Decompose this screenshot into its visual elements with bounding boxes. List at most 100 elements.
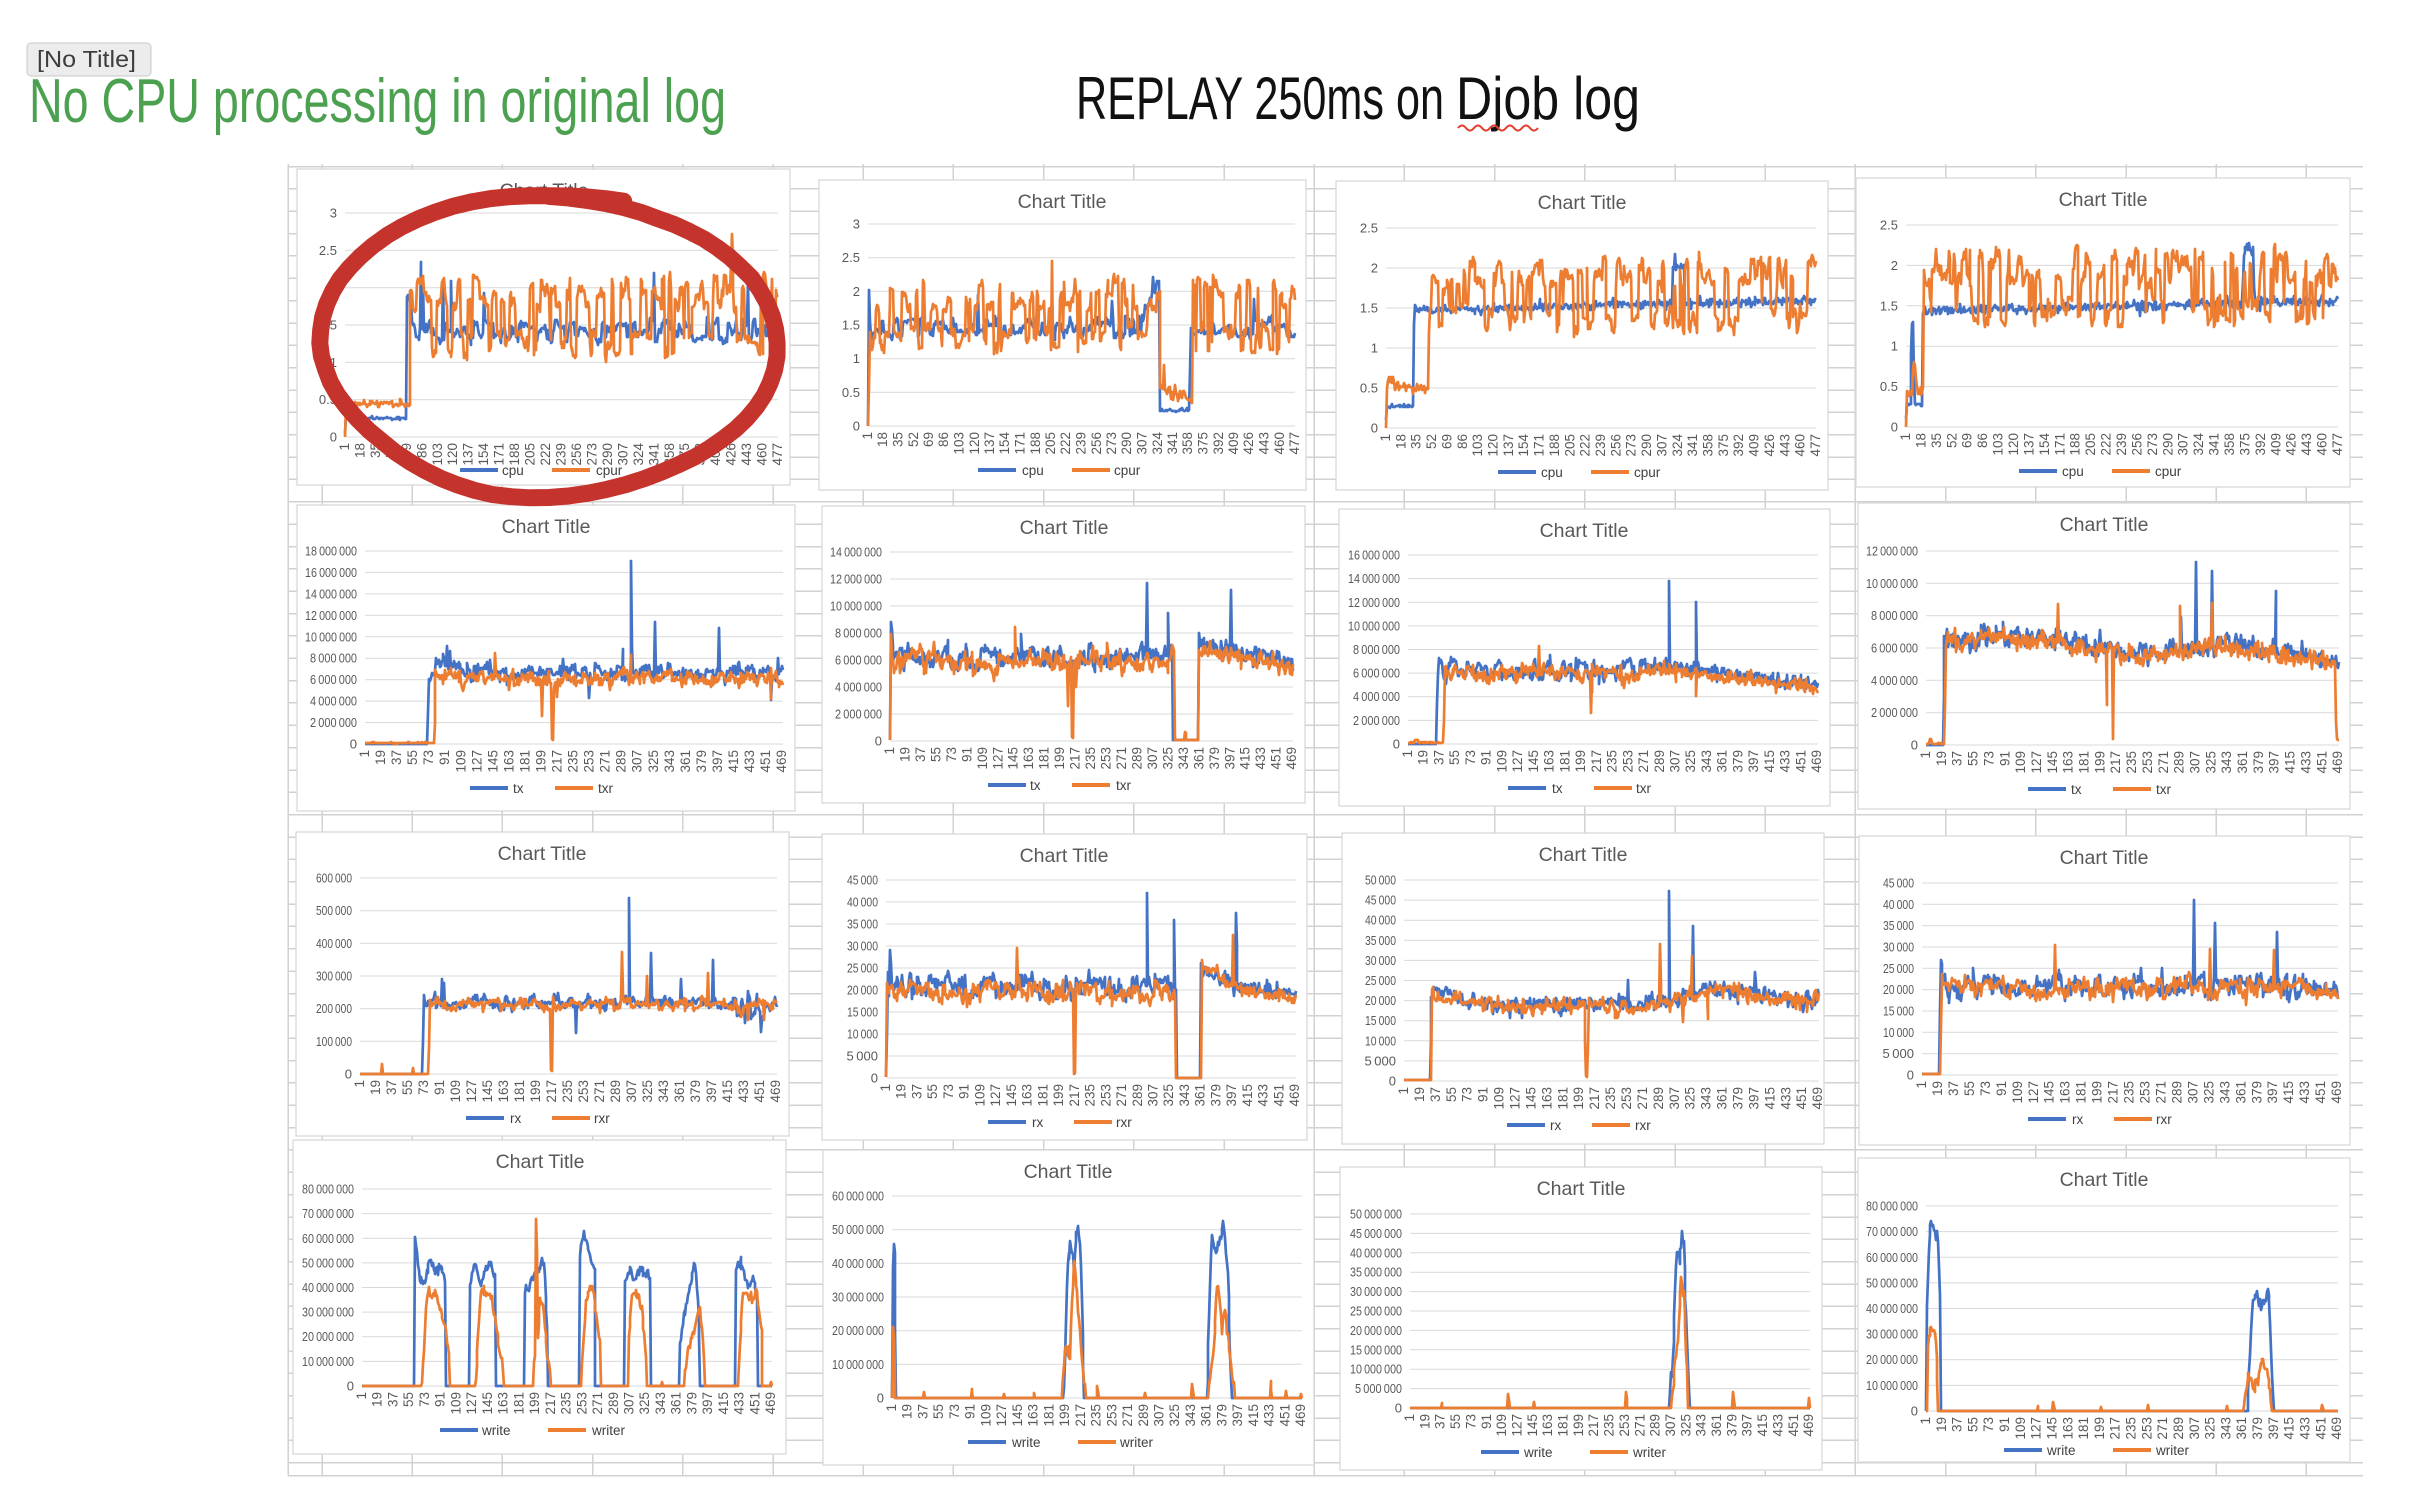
svg-text:325: 325 [637,1392,652,1415]
svg-text:271: 271 [1114,747,1129,770]
svg-text:109: 109 [448,1080,463,1103]
svg-text:55: 55 [928,747,943,762]
svg-text:271: 271 [2156,751,2171,774]
svg-text:19: 19 [373,750,388,765]
svg-text:199: 199 [2090,1081,2105,1104]
svg-text:433: 433 [1778,1087,1793,1110]
svg-text:127: 127 [464,1392,479,1415]
svg-text:73: 73 [421,750,436,765]
svg-text:2: 2 [1371,261,1378,276]
svg-text:217: 217 [1068,747,1083,770]
svg-text:19: 19 [1934,1417,1949,1432]
svg-text:rxr: rxr [1635,1118,1651,1133]
svg-text:35: 35 [1409,434,1424,449]
svg-text:271: 271 [590,1392,605,1415]
svg-text:18: 18 [1913,433,1928,448]
svg-text:73: 73 [417,1392,432,1407]
svg-text:379: 379 [1730,750,1745,773]
svg-text:127: 127 [2029,751,2044,774]
svg-text:400 000: 400 000 [316,936,352,951]
svg-text:25 000: 25 000 [1883,961,1914,976]
svg-text:91: 91 [957,1084,972,1099]
svg-text:73: 73 [944,747,959,762]
svg-text:91: 91 [959,747,974,762]
svg-text:307: 307 [630,750,645,773]
svg-text:343: 343 [1699,750,1714,773]
svg-text:199: 199 [527,1392,542,1415]
svg-text:73: 73 [1978,1081,1993,1096]
svg-text:37: 37 [913,747,928,762]
svg-text:290: 290 [1119,432,1134,455]
svg-text:324: 324 [1150,432,1165,455]
svg-text:163: 163 [2058,1081,2073,1104]
svg-text:415: 415 [720,1080,735,1103]
svg-text:55: 55 [925,1084,940,1099]
svg-text:73: 73 [416,1080,431,1095]
svg-text:433: 433 [732,1392,747,1415]
svg-text:235: 235 [560,1080,575,1103]
svg-text:109: 109 [1494,1414,1509,1437]
svg-text:199: 199 [1057,1404,1072,1427]
svg-text:60 000 000: 60 000 000 [1866,1250,1918,1265]
svg-text:289: 289 [614,750,629,773]
svg-text:69: 69 [921,432,936,447]
svg-text:40 000 000: 40 000 000 [832,1256,884,1271]
svg-text:325: 325 [1167,1404,1182,1427]
svg-text:199: 199 [1051,1084,1066,1107]
svg-text:426: 426 [1762,434,1777,457]
svg-text:write: write [1011,1435,1041,1450]
svg-text:451: 451 [2313,1417,2328,1440]
svg-text:469: 469 [1287,1084,1302,1107]
svg-text:477: 477 [770,443,785,466]
svg-text:0: 0 [853,419,860,434]
svg-text:324: 324 [2191,433,2206,456]
svg-text:cpur: cpur [2155,464,2182,479]
svg-text:37: 37 [1946,1081,1961,1096]
svg-text:50 000 000: 50 000 000 [1866,1275,1918,1290]
svg-text:199: 199 [528,1080,543,1103]
svg-text:181: 181 [2076,1417,2091,1440]
svg-text:451: 451 [1271,1084,1286,1107]
svg-text:324: 324 [631,443,646,466]
svg-text:253: 253 [1098,1084,1113,1107]
svg-text:0: 0 [1395,1401,1402,1416]
svg-text:55: 55 [405,750,420,765]
svg-text:379: 379 [2249,1081,2264,1104]
svg-text:Chart Title: Chart Title [1539,844,1628,866]
svg-text:15 000: 15 000 [1365,1013,1396,1028]
svg-text:txr: txr [1636,781,1652,796]
svg-text:199: 199 [1052,747,1067,770]
svg-text:1: 1 [1402,1414,1417,1422]
svg-text:55: 55 [1965,1417,1980,1432]
svg-text:0.5: 0.5 [1360,381,1378,396]
svg-text:120: 120 [2006,433,2021,456]
svg-text:469: 469 [1293,1404,1308,1427]
svg-text:217: 217 [1586,1414,1601,1437]
svg-text:451: 451 [1269,747,1284,770]
svg-text:253: 253 [1617,1414,1632,1437]
svg-text:239: 239 [1074,432,1089,455]
svg-text:127: 127 [990,747,1005,770]
svg-text:415: 415 [1762,1087,1777,1110]
svg-text:20 000: 20 000 [847,983,878,998]
svg-text:469: 469 [2330,751,2345,774]
svg-text:379: 379 [2250,1417,2265,1440]
svg-text:2.5: 2.5 [1360,221,1378,236]
svg-text:127: 127 [1510,750,1525,773]
svg-text:307: 307 [1668,750,1683,773]
svg-text:325: 325 [1161,1084,1176,1107]
svg-text:181: 181 [512,1080,527,1103]
svg-text:20 000 000: 20 000 000 [832,1323,884,1338]
svg-text:Chart Title: Chart Title [1538,192,1627,214]
svg-text:171: 171 [2052,433,2067,456]
svg-text:289: 289 [1130,747,1145,770]
svg-text:325: 325 [1683,750,1698,773]
svg-text:469: 469 [1810,1087,1825,1110]
svg-text:10 000 000: 10 000 000 [1350,1362,1402,1377]
svg-text:415: 415 [716,1392,731,1415]
svg-text:6 000 000: 6 000 000 [1353,666,1400,681]
svg-text:3: 3 [330,206,337,221]
svg-text:No CPU processing in original: No CPU processing in original log [29,67,726,136]
svg-text:181: 181 [1555,1087,1570,1110]
svg-text:18: 18 [875,432,890,447]
